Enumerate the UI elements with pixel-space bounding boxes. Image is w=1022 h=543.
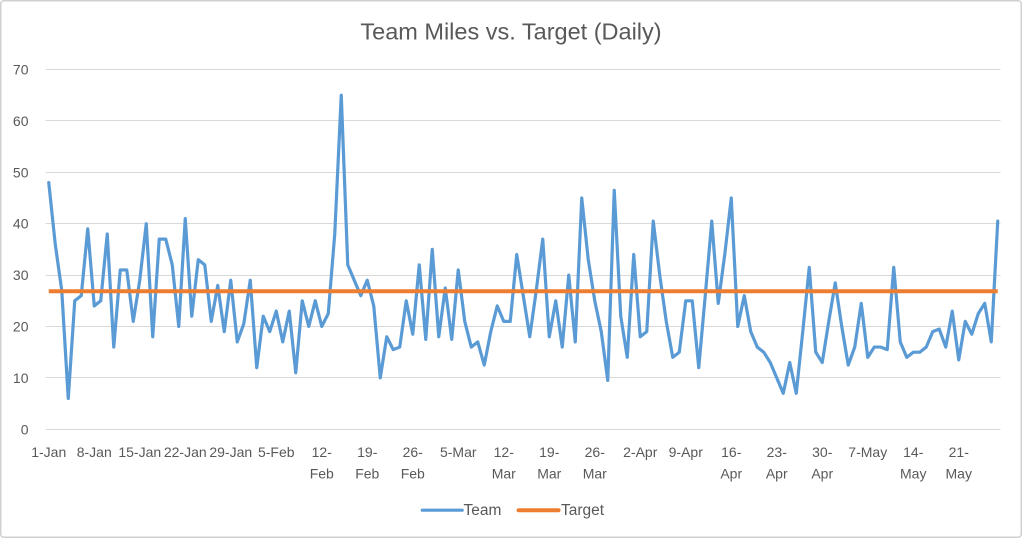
svg-text:70: 70	[13, 62, 29, 78]
svg-text:15-Jan: 15-Jan	[118, 444, 161, 460]
svg-text:Apr: Apr	[766, 466, 788, 482]
svg-text:Feb: Feb	[355, 466, 379, 482]
svg-text:22-Jan: 22-Jan	[164, 444, 207, 460]
svg-text:19-: 19-	[539, 444, 560, 460]
svg-text:60: 60	[13, 113, 29, 129]
svg-text:19-: 19-	[357, 444, 378, 460]
svg-text:0: 0	[21, 421, 29, 437]
svg-text:May: May	[946, 466, 972, 482]
svg-text:Team: Team	[464, 502, 502, 519]
svg-text:30: 30	[13, 267, 29, 283]
svg-text:23-: 23-	[767, 444, 788, 460]
svg-text:26-: 26-	[403, 444, 424, 460]
svg-text:12-: 12-	[494, 444, 515, 460]
svg-text:14-: 14-	[903, 444, 924, 460]
svg-text:2-Apr: 2-Apr	[623, 444, 658, 460]
svg-text:20: 20	[13, 319, 29, 335]
svg-text:Target: Target	[561, 502, 605, 519]
svg-text:Feb: Feb	[401, 466, 425, 482]
svg-text:40: 40	[13, 216, 29, 232]
svg-text:Apr: Apr	[811, 466, 833, 482]
svg-text:Mar: Mar	[537, 466, 561, 482]
svg-text:10: 10	[13, 370, 29, 386]
svg-text:12-: 12-	[312, 444, 333, 460]
svg-text:9-Apr: 9-Apr	[669, 444, 704, 460]
svg-text:1-Jan: 1-Jan	[31, 444, 66, 460]
svg-text:Mar: Mar	[583, 466, 607, 482]
svg-text:Mar: Mar	[492, 466, 516, 482]
svg-text:26-: 26-	[585, 444, 606, 460]
svg-text:Apr: Apr	[720, 466, 742, 482]
svg-text:30-: 30-	[812, 444, 833, 460]
svg-text:7-May: 7-May	[848, 444, 887, 460]
svg-text:21-: 21-	[949, 444, 970, 460]
svg-text:Feb: Feb	[310, 466, 334, 482]
svg-text:29-Jan: 29-Jan	[209, 444, 252, 460]
svg-text:Team Miles vs. Target (Daily): Team Miles vs. Target (Daily)	[360, 19, 661, 45]
svg-text:50: 50	[13, 164, 29, 180]
svg-text:5-Mar: 5-Mar	[440, 444, 477, 460]
svg-text:May: May	[900, 466, 926, 482]
svg-text:8-Jan: 8-Jan	[77, 444, 112, 460]
svg-text:16-: 16-	[721, 444, 742, 460]
svg-text:5-Feb: 5-Feb	[258, 444, 295, 460]
